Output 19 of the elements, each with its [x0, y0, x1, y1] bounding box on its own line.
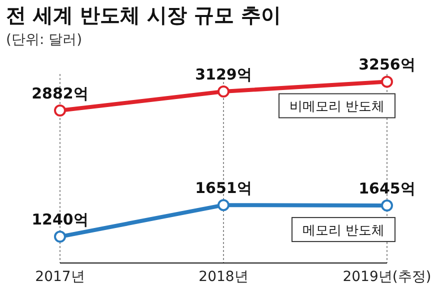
- data-label: 1240억: [32, 210, 88, 229]
- x-tick-label: 2018년: [198, 268, 248, 285]
- series-label: 비메모리 반도체: [289, 100, 385, 115]
- series-label: 메모리 반도체: [302, 224, 385, 239]
- chart-title: 전 세계 반도체 시장 규모 추이: [6, 2, 281, 29]
- data-label: 1651억: [195, 179, 252, 198]
- data-label: 2882억: [32, 84, 88, 102]
- point: [381, 76, 393, 88]
- data-label: 3256억: [358, 56, 416, 74]
- point: [218, 86, 230, 98]
- chart-subtitle: (단위: 달러): [6, 31, 82, 49]
- point: [218, 199, 230, 212]
- point: [54, 230, 66, 243]
- point: [381, 200, 393, 212]
- x-tick-label: 2017년: [35, 268, 85, 285]
- data-label: 3129억: [195, 66, 252, 84]
- x-tick-label: 2019년(추정): [342, 268, 432, 285]
- data-label: 1645억: [358, 180, 416, 198]
- point: [54, 104, 66, 116]
